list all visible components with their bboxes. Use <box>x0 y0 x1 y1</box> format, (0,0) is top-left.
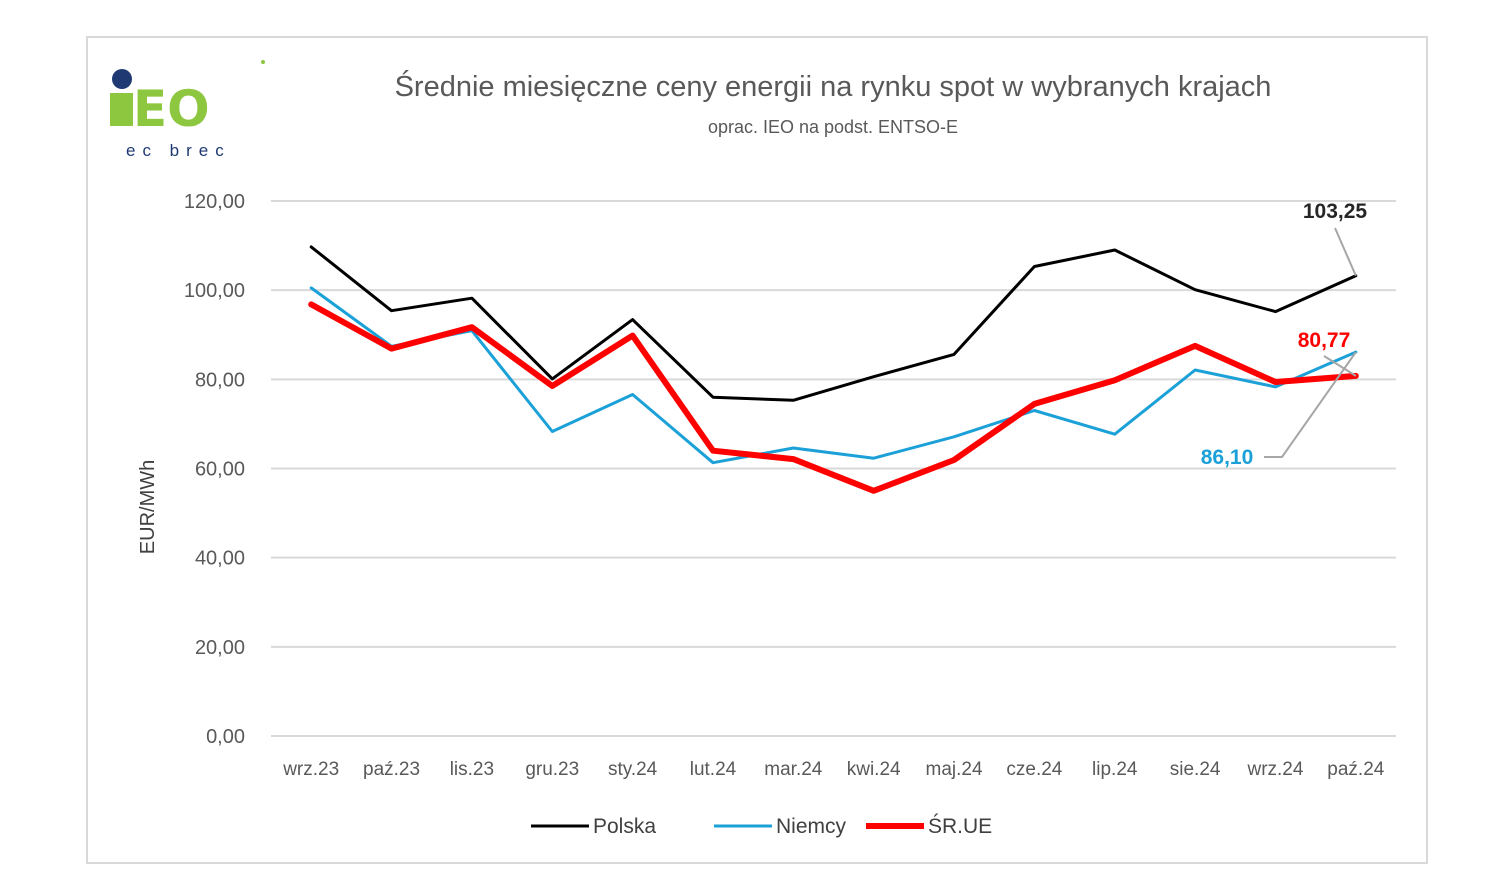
x-tick-label: mar.24 <box>764 759 823 780</box>
annotation-label-polska: 103,25 <box>1303 200 1368 223</box>
y-tick-label: 60,00 <box>195 459 245 481</box>
x-tick-label: lut.24 <box>690 759 737 780</box>
x-tick-label: sie.24 <box>1170 759 1221 780</box>
series-line-polska <box>309 245 1358 402</box>
x-tick-label: gru.23 <box>525 759 579 780</box>
chart-title: Średnie miesięczne ceny energii na rynku… <box>395 69 1272 103</box>
y-axis-label: EUR/MWh <box>137 460 159 554</box>
legend-label: Polska <box>593 815 656 838</box>
x-tick-label: lis.23 <box>450 759 494 780</box>
y-tick-label: 100,00 <box>184 280 245 302</box>
y-tick-label: 80,00 <box>195 369 245 391</box>
logo-dot <box>112 69 132 89</box>
logo-registered-mark <box>261 60 265 64</box>
leader-line <box>1323 355 1357 377</box>
ieo-logo: EO ec brec <box>110 60 265 160</box>
x-tick-label: wrz.24 <box>1246 759 1303 780</box>
x-tick-labels: wrz.23 paź.23 lis.23 gru.23 sty.24 lut.24 mar.… <box>282 759 1385 780</box>
y-tick-label: 120,00 <box>184 191 245 213</box>
logo-eo: EO <box>133 80 210 138</box>
data-annotations: 103,25 80,77 86,10 <box>1201 200 1368 469</box>
x-tick-label: paź.23 <box>363 759 420 780</box>
chart-frame: EO ec brec Średnie miesięczne ceny energ… <box>86 36 1428 864</box>
series-line-sr-ue <box>308 301 1359 494</box>
x-tick-label: lip.24 <box>1092 759 1138 780</box>
leader-line <box>1334 227 1357 277</box>
series-line-niemcy <box>309 286 1358 465</box>
series-lines <box>308 245 1359 494</box>
y-tick-label: 20,00 <box>195 637 245 659</box>
y-tick-label: 0,00 <box>206 726 245 748</box>
logo-i-stem <box>110 93 133 126</box>
x-tick-label: kwi.24 <box>847 759 901 780</box>
legend-label: ŚR.UE <box>928 814 992 838</box>
y-tick-label: 40,00 <box>195 548 245 570</box>
chart-subtitle: oprac. IEO na podst. ENTSO-E <box>708 117 958 137</box>
x-tick-label: sty.24 <box>608 759 658 780</box>
line-chart: EO ec brec Średnie miesięczne ceny energ… <box>110 60 1396 838</box>
grid-lines <box>271 200 1396 737</box>
x-tick-label: maj.24 <box>926 759 983 780</box>
annotation-label-niemcy: 86,10 <box>1201 446 1254 469</box>
legend-label: Niemcy <box>776 815 847 838</box>
logo-subtitle: ec brec <box>126 141 231 160</box>
y-tick-labels: 0,00 20,00 40,00 60,00 80,00 100,00 120,00 <box>184 191 245 748</box>
annotation-label-sr-ue: 80,77 <box>1298 329 1351 352</box>
x-tick-label: cze.24 <box>1006 759 1062 780</box>
x-tick-label: paź.24 <box>1327 759 1384 780</box>
x-tick-label: wrz.23 <box>282 759 339 780</box>
legend: Polska Niemcy ŚR.UE <box>531 814 992 838</box>
leader-line <box>1264 351 1357 458</box>
